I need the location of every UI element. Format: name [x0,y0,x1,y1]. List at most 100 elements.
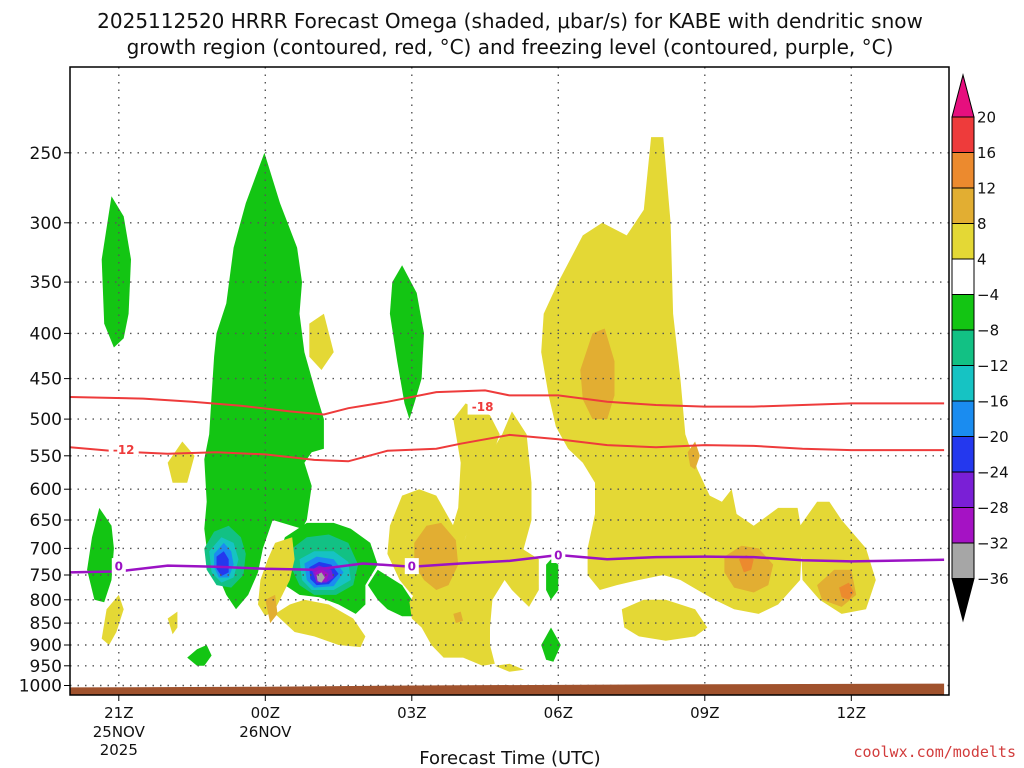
colorbar-label-0: 20 [977,109,996,127]
omega-region-0 [101,196,131,348]
colorbar-bin-10 [951,471,975,508]
colorbar-bottom-arrow [951,578,975,623]
y-tick-label-750: 750 [30,566,62,586]
omega-region-33 [167,611,178,635]
colorbar: 20 16 12 8 4 −4 −8 −12 −16 −20 −24 −28 −32 −36 [951,73,1009,623]
y-tick-label-600: 600 [30,480,62,500]
y-axis-pressure: 2503003504004505005506006507007508008509… [19,144,70,697]
y-tick-label-250: 250 [30,144,62,164]
chart-title: 2025112520 HRRR Forecast Omega (shaded, … [97,9,923,59]
omega-region-42 [839,582,854,600]
x-axis-label: Forecast Time (UTC) [419,748,600,768]
omega-region-20 [409,411,532,666]
dgz-label-0-bg [467,398,498,415]
omega-region-1 [204,152,324,610]
colorbar-label-3: 8 [977,215,987,233]
omega-region-39 [265,594,278,624]
y-tick-label-300: 300 [30,214,62,234]
x-tick-label-5: 12Z [837,704,866,722]
freezing-label-0: 0 [115,560,123,574]
dgz-label-1: -12 [113,443,135,457]
freezing-label-2-bg [551,547,566,563]
terrain-layer [70,683,945,695]
colorbar-bin-7 [951,365,975,402]
y-tick-label-800: 800 [30,591,62,611]
colorbar-bin-0 [951,116,975,153]
y-tick-label-950: 950 [30,657,62,677]
colorbar-top-arrow [951,73,975,118]
y-tick-label-500: 500 [30,410,62,430]
chart-title-line-1: 2025112520 HRRR Forecast Omega (shaded, … [97,9,923,33]
freezing-level-contour [70,553,945,574]
freezing-label-2: 0 [554,549,562,563]
dgz-label-0: -18 [472,400,494,414]
colorbar-bin-4 [951,258,975,295]
colorbar-label-8: −16 [977,393,1009,411]
y-tick-label-1000: 1000 [19,677,62,697]
y-tick-label-850: 850 [30,614,62,634]
omega-shading [87,137,876,672]
x-tick-label-1: 00Z [251,704,280,722]
x-tick-sublabel-1-0: 26NOV [239,723,292,741]
colorbar-bin-11 [951,507,975,544]
omega-region-2 [187,645,212,666]
colorbar-label-9: −20 [977,428,1009,446]
contour-lines [70,389,945,574]
colorbar-label-5: −4 [977,286,999,304]
y-tick-label-650: 650 [30,511,62,531]
colorbar-bin-2 [951,187,975,224]
omega-region-6 [367,569,415,617]
colorbar-label-7: −12 [977,357,1009,375]
colorbar-label-6: −8 [977,322,999,340]
plot-background [70,67,949,695]
omega-region-21 [428,403,500,580]
colorbar-bin-12 [951,542,975,579]
omega-region-23 [494,663,525,672]
colorbar-label-2: 12 [977,180,996,198]
terrain-ground [70,683,945,695]
y-tick-label-400: 400 [30,324,62,344]
x-tick-label-0: 21Z [104,704,133,722]
colorbar-label-4: 4 [977,251,987,269]
colorbar-bin-9 [951,436,975,473]
freezing-label-1-bg [404,558,419,575]
colorbar-bin-8 [951,400,975,437]
colorbar-label-13: −36 [977,570,1009,588]
omega-region-28 [167,441,195,483]
omega-region-40 [453,611,464,624]
y-tick-label-450: 450 [30,370,62,390]
credit-link[interactable]: coolwx.com/modelts [853,743,1016,761]
omega-region-41 [739,555,754,573]
x-tick-label-4: 09Z [690,704,719,722]
omega-region-29 [309,313,334,370]
y-tick-label-550: 550 [30,447,62,467]
x-tick-label-3: 06Z [544,704,573,722]
colorbar-label-10: −24 [977,464,1009,482]
dgz-contour-1 [70,433,945,463]
omega-region-31 [275,599,366,648]
x-tick-label-2: 03Z [397,704,426,722]
y-tick-label-700: 700 [30,539,62,559]
colorbar-label-12: −32 [977,535,1009,553]
x-tick-sublabel-0-0: 25NOV [93,723,146,741]
omega-region-5 [389,265,424,420]
colorbar-bin-1 [951,152,975,189]
colorbar-bin-5 [951,294,975,331]
dgz-contour-0 [70,389,945,416]
omega-region-3 [87,507,114,603]
chart-title-line-2: growth region (contoured, red, °C) and f… [127,35,894,59]
omega-region-26 [621,599,708,641]
omega-region-35 [580,328,615,420]
colorbar-bin-6 [951,329,975,366]
omega-region-15 [216,551,229,576]
omega-region-30 [258,537,295,617]
y-tick-label-900: 900 [30,636,62,656]
dgz-label-1-bg [108,441,139,458]
omega-region-25 [541,137,803,614]
freezing-label-1: 0 [408,560,416,574]
colorbar-bin-3 [951,223,975,260]
omega-region-24 [504,548,539,607]
freezing-label-0-bg [111,558,126,575]
omega-region-34 [414,522,459,590]
